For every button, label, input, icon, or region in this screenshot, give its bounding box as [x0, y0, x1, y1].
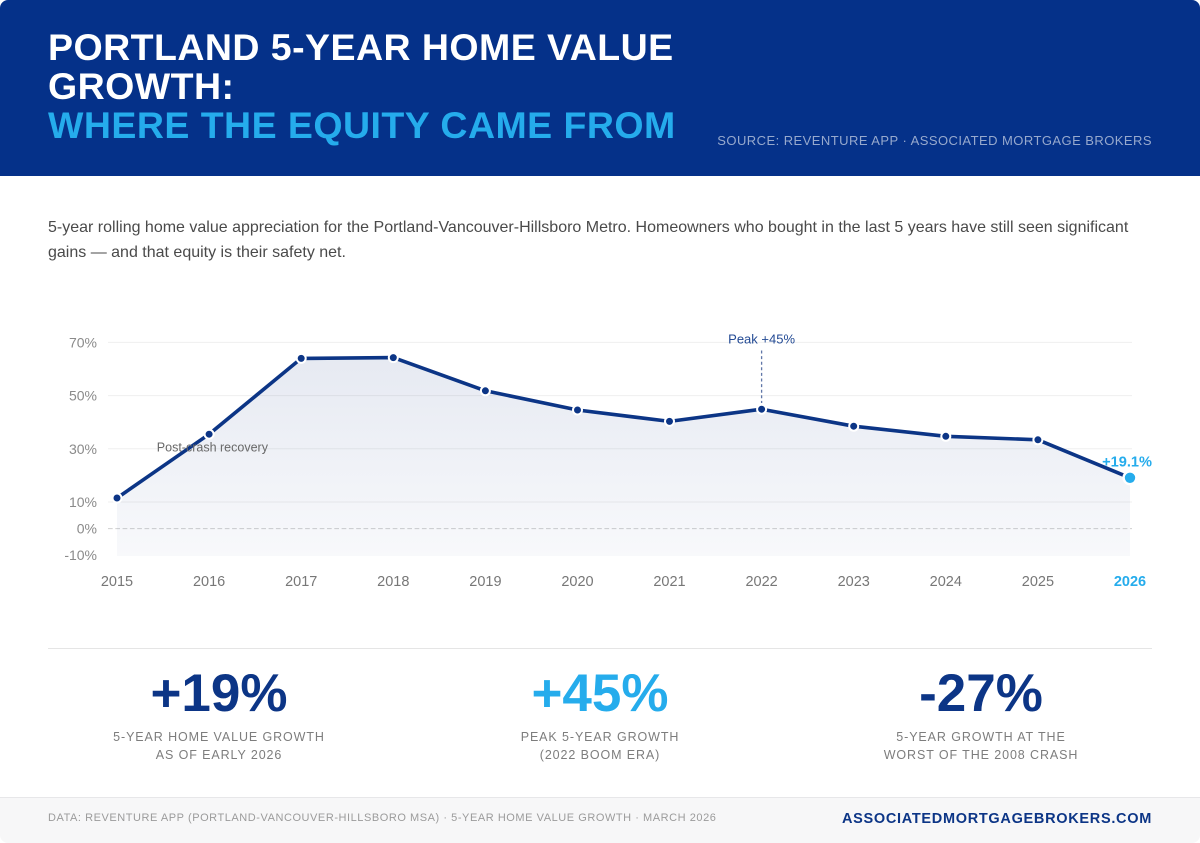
svg-text:30%: 30%	[69, 441, 97, 457]
svg-text:2016: 2016	[193, 574, 225, 590]
svg-text:Post-crash recovery: Post-crash recovery	[157, 441, 269, 455]
svg-text:2020: 2020	[561, 574, 593, 590]
svg-text:2015: 2015	[101, 574, 133, 590]
svg-text:2019: 2019	[469, 574, 501, 590]
svg-text:70%: 70%	[69, 334, 97, 350]
svg-text:-10%: -10%	[64, 547, 97, 563]
svg-text:2025: 2025	[1022, 574, 1054, 590]
svg-text:50%: 50%	[69, 388, 97, 404]
svg-text:2023: 2023	[838, 574, 870, 590]
svg-text:2024: 2024	[930, 574, 962, 590]
svg-text:2018: 2018	[377, 574, 409, 590]
svg-text:2021: 2021	[653, 574, 685, 590]
svg-text:0%: 0%	[77, 521, 97, 537]
svg-text:2017: 2017	[285, 574, 317, 590]
svg-text:10%: 10%	[69, 494, 97, 510]
svg-text:Peak +45%: Peak +45%	[728, 332, 795, 347]
svg-text:2026: 2026	[1114, 574, 1146, 590]
svg-text:2022: 2022	[745, 574, 777, 590]
svg-text:+19.1%: +19.1%	[1102, 455, 1152, 471]
